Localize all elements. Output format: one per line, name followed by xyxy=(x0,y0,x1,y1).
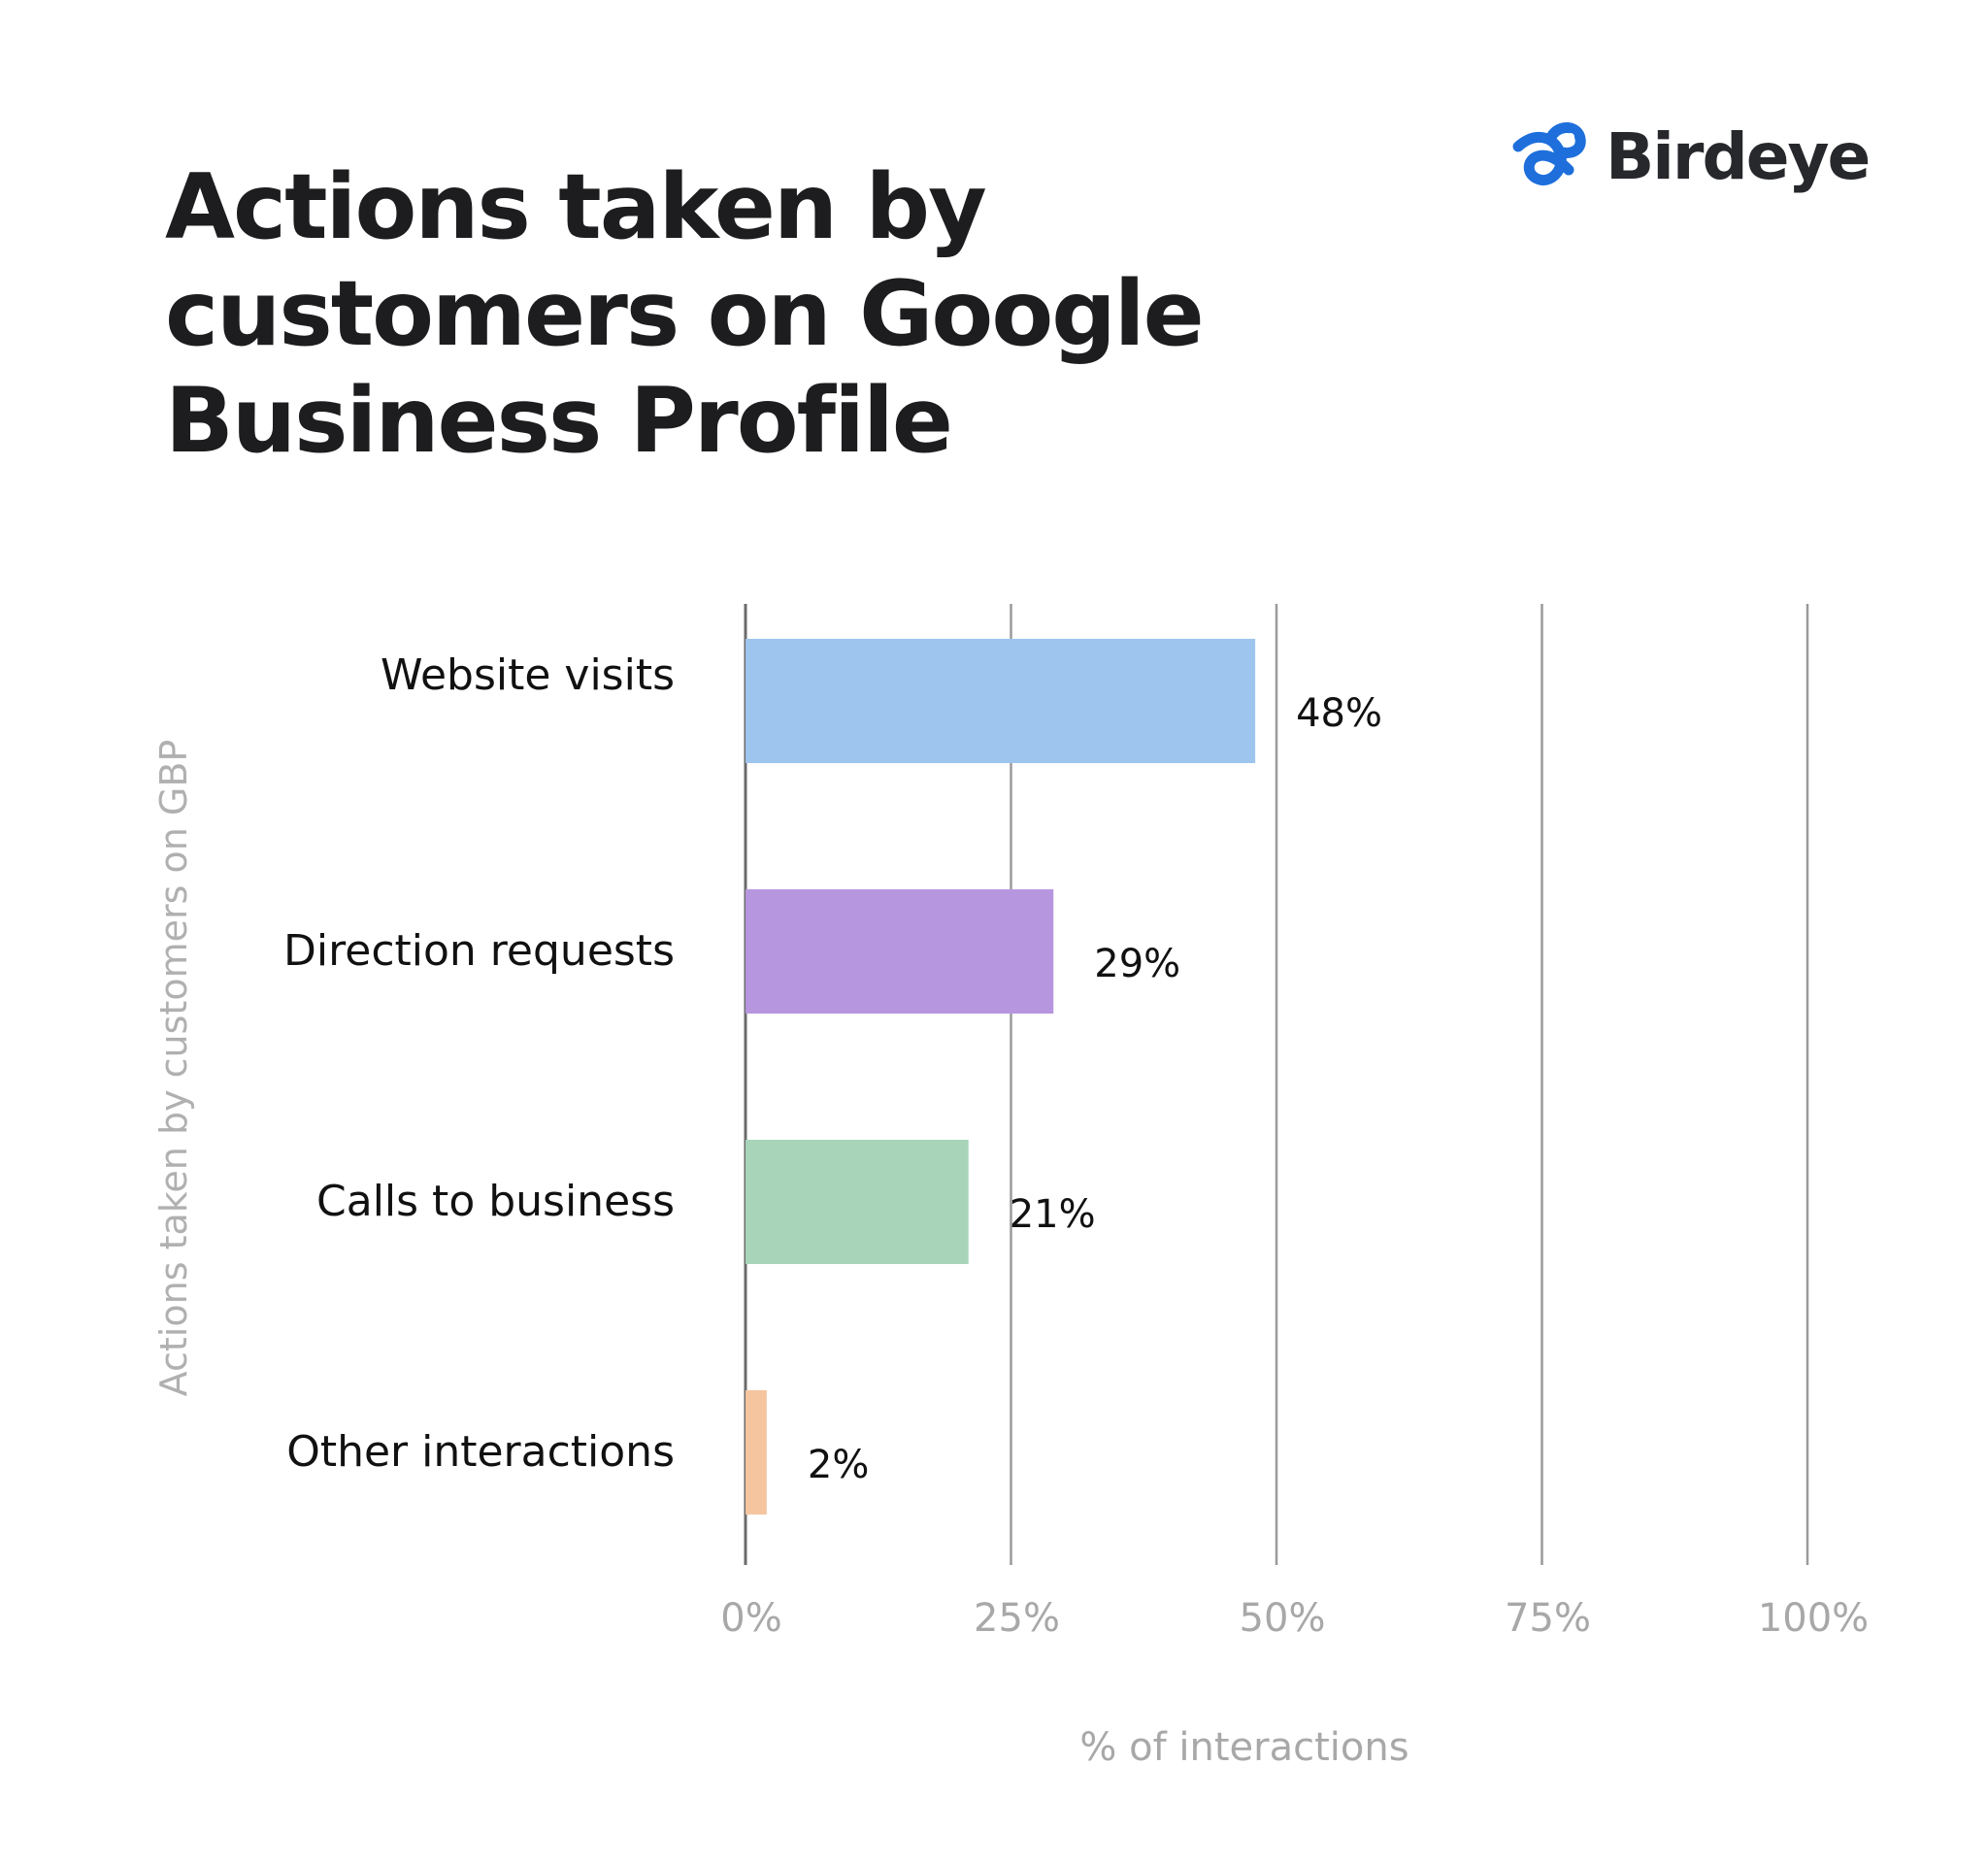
data-label: 21% xyxy=(1010,1192,1096,1237)
y-axis-title: Actions taken by customers on GBP xyxy=(152,740,195,1397)
chart-title-line-3: Business Profile xyxy=(165,368,953,473)
brand-name: Birdeye xyxy=(1606,119,1871,194)
x-tick-label: 0% xyxy=(720,1596,781,1641)
bar xyxy=(746,889,1054,1014)
data-label: 48% xyxy=(1296,691,1382,736)
chart-title-line-1: Actions taken by xyxy=(165,154,987,259)
data-label: 29% xyxy=(1094,942,1180,986)
x-axis-title: % of interactions xyxy=(1079,1725,1408,1770)
bar xyxy=(746,1140,969,1264)
category-label: Other interactions xyxy=(286,1427,675,1477)
category-label: Direction requests xyxy=(283,926,675,976)
x-tick-label: 50% xyxy=(1240,1596,1326,1641)
chart-title-line-2: customers on Google xyxy=(165,261,1205,366)
x-tick-label: 25% xyxy=(974,1596,1060,1641)
x-tick-label: 100% xyxy=(1758,1596,1869,1641)
category-label: Website visits xyxy=(381,650,675,700)
bar xyxy=(746,1390,767,1515)
bar xyxy=(746,639,1256,763)
category-label: Calls to business xyxy=(316,1177,675,1226)
brand-logo: Birdeye xyxy=(1512,109,1871,206)
chart-title: Actions taken by customers on Google Bus… xyxy=(165,153,1330,474)
data-label: 2% xyxy=(808,1443,869,1487)
x-tick-label: 75% xyxy=(1505,1596,1591,1641)
birdeye-logo-icon xyxy=(1512,122,1586,185)
